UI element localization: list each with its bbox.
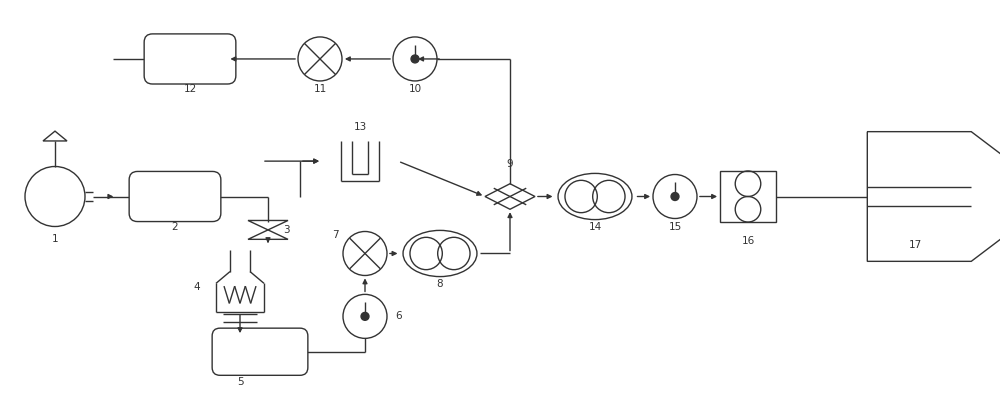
Circle shape bbox=[671, 193, 679, 200]
Text: 7: 7 bbox=[332, 230, 338, 240]
Text: 1: 1 bbox=[52, 234, 58, 244]
Text: 10: 10 bbox=[408, 84, 422, 94]
Text: 6: 6 bbox=[395, 311, 402, 321]
Text: 16: 16 bbox=[741, 236, 755, 246]
FancyBboxPatch shape bbox=[212, 328, 308, 375]
Text: 8: 8 bbox=[437, 279, 443, 289]
Text: 4: 4 bbox=[193, 282, 200, 292]
Text: 14: 14 bbox=[588, 222, 602, 232]
FancyBboxPatch shape bbox=[129, 171, 221, 222]
Text: 11: 11 bbox=[313, 84, 327, 94]
Text: 2: 2 bbox=[172, 222, 178, 232]
Text: 3: 3 bbox=[283, 225, 290, 235]
Text: 9: 9 bbox=[507, 159, 513, 169]
Text: 5: 5 bbox=[237, 377, 243, 387]
Circle shape bbox=[411, 55, 419, 63]
Circle shape bbox=[361, 312, 369, 320]
Text: 15: 15 bbox=[668, 222, 682, 232]
Text: 12: 12 bbox=[183, 84, 197, 94]
FancyBboxPatch shape bbox=[144, 34, 236, 84]
Text: 13: 13 bbox=[353, 122, 367, 132]
Text: 17: 17 bbox=[908, 240, 922, 250]
